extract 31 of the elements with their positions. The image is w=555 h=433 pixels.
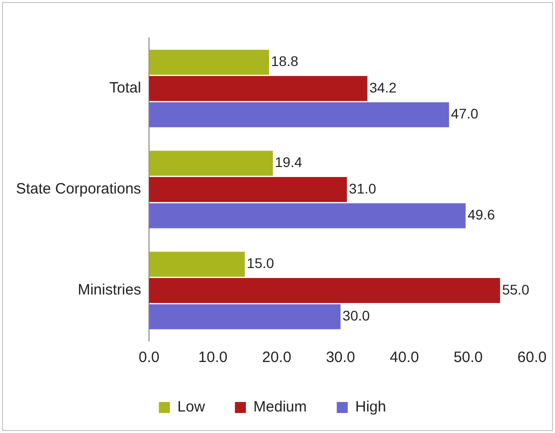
data-label: 19.4	[274, 154, 302, 170]
bar	[149, 252, 245, 277]
x-tick-label: 50.0	[454, 349, 483, 366]
x-tick-label: 60.0	[517, 349, 547, 366]
bar	[149, 50, 270, 75]
data-label: 15.0	[246, 255, 274, 272]
legend-label: Low	[177, 398, 206, 416]
data-label: 31.0	[348, 180, 376, 196]
bar	[149, 203, 466, 228]
x-tick-label: 10.0	[198, 349, 228, 366]
y-tick-label: Ministries	[78, 282, 142, 299]
bar	[149, 150, 273, 176]
bar	[149, 102, 450, 128]
bar	[149, 304, 341, 330]
legend-label: Medium	[253, 398, 307, 416]
legend-label: High	[355, 398, 386, 416]
data-label: 18.8	[271, 53, 299, 70]
y-tick-label: Total	[109, 80, 142, 97]
x-tick-label: 30.0	[326, 349, 356, 366]
data-label: 49.6	[468, 206, 496, 223]
y-tick-label: State Corporations	[16, 180, 142, 198]
data-label: 55.0	[502, 281, 530, 298]
x-tick-label: 0.0	[138, 349, 160, 366]
bar	[149, 177, 347, 202]
data-label: 34.2	[369, 79, 397, 96]
x-tick-label: 40.0	[390, 349, 419, 366]
data-label: 47.0	[451, 106, 478, 122]
bar	[149, 76, 368, 101]
x-tick-label: 20.0	[262, 349, 292, 366]
data-label: 30.0	[342, 308, 370, 324]
bar	[149, 278, 500, 303]
